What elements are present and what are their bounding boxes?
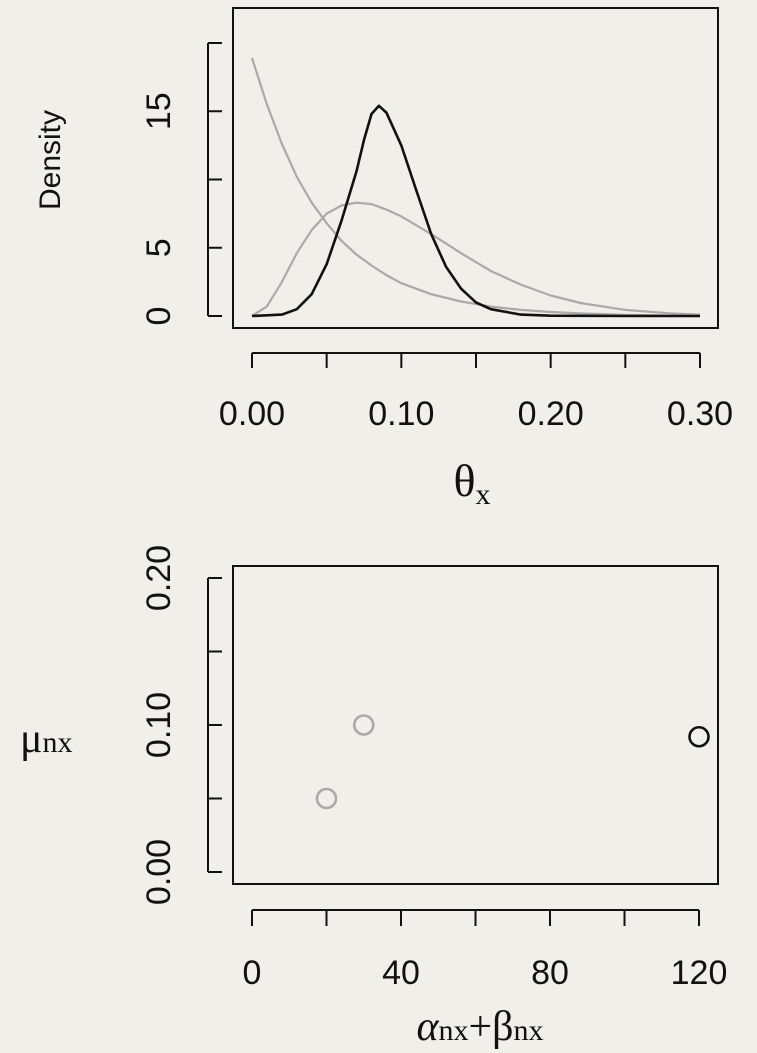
density-y-tick-label: 15	[140, 92, 178, 130]
theta-symbol: θ	[453, 455, 475, 506]
alpha-subscript: nx	[438, 1014, 468, 1047]
scatter-point-2	[352, 714, 375, 736]
beta-subscript: nx	[514, 1014, 544, 1047]
scatter-point-1	[315, 787, 338, 810]
beta-symbol: β	[492, 1004, 513, 1050]
density-x-ticks: 0.00 0.10 0.20 0.30	[219, 352, 733, 433]
density-x-tick-label: 0.30	[667, 395, 733, 433]
alpha-symbol: α	[416, 1004, 439, 1050]
density-y-tick-label: 0	[140, 307, 178, 326]
scatter-x-tick-label: 120	[671, 954, 728, 992]
density-series-line-3	[251, 104, 700, 318]
theta-subscript: x	[476, 478, 491, 511]
density-plot-frame	[232, 7, 719, 329]
density-x-tick-label: 0.10	[368, 395, 434, 433]
density-x-tick-label: 0.00	[219, 395, 285, 433]
density-y-tick-label: 5	[140, 238, 178, 257]
scatter-x-ticks: 0 40 80 120	[243, 909, 728, 992]
scatter-x-tick-label: 40	[382, 954, 420, 992]
density-series	[250, 57, 701, 318]
scatter-y-tick-label: 0.20	[140, 545, 178, 611]
density-y-axis-label: Density	[34, 110, 67, 210]
scatter-y-ticks: 0.00 0.10 0.20	[140, 545, 222, 905]
scatter-plot-frame	[232, 565, 719, 885]
density-y-ticks: 0 5 15	[140, 42, 222, 326]
plus-sign: +	[468, 1004, 492, 1050]
density-x-tick-label: 0.20	[518, 395, 584, 433]
density-series-line-1	[250, 57, 701, 317]
density-panel: 0.00 0.10 0.20 0.30 0 5 15 Density θx	[34, 7, 733, 511]
scatter-panel: 0 40 80 120 0.000.100.20 μnx αnx+βnx	[20, 545, 727, 1050]
density-series-line-2	[251, 201, 701, 317]
scatter-point-3	[688, 725, 710, 748]
scatter-x-tick-label: 80	[531, 954, 569, 992]
scatter-y-axis-label: μnx	[20, 716, 73, 762]
scatter-x-axis-label: αnx+βnx	[416, 1004, 543, 1050]
density-x-axis-label: θx	[453, 455, 490, 511]
scatter-y-tick-label: 0.00	[140, 839, 178, 905]
mu-subscript: nx	[43, 726, 73, 759]
scatter-x-tick-label: 0	[243, 954, 262, 992]
mu-symbol: μ	[20, 716, 43, 762]
scatter-points	[315, 714, 710, 810]
scatter-y-tick-label: 0.10	[140, 692, 178, 758]
